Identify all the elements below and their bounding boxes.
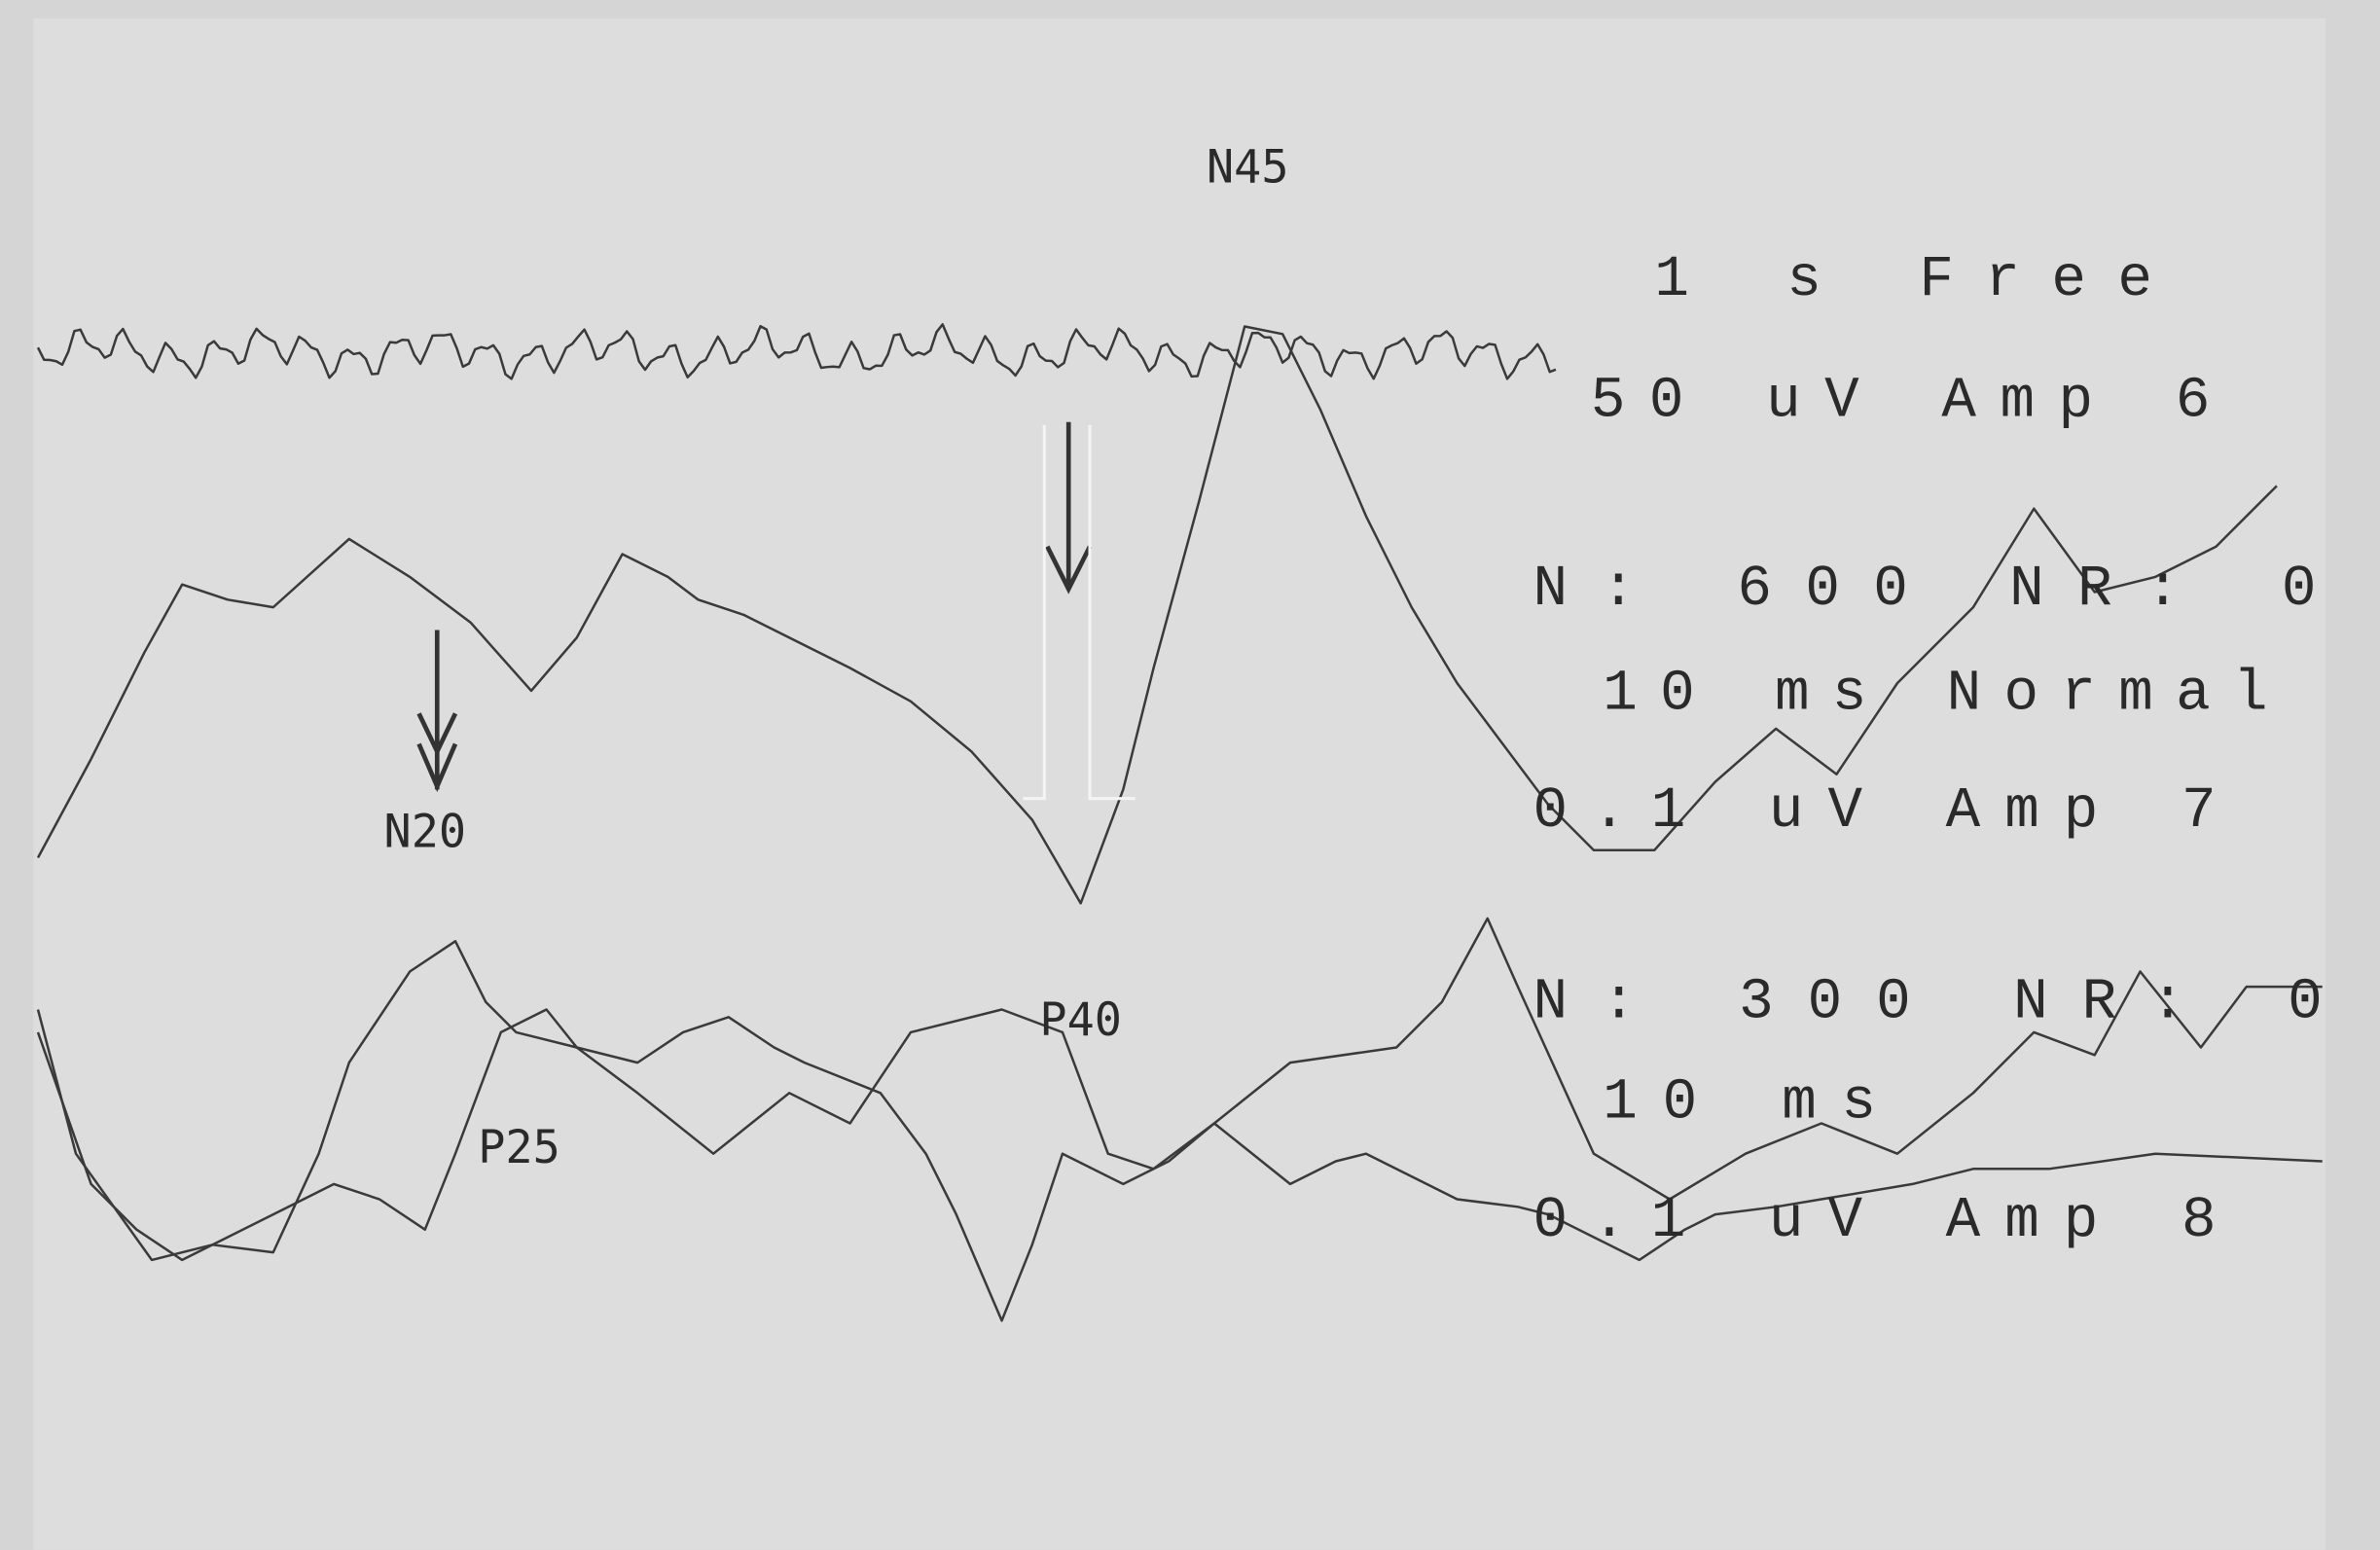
peak-label: P40 (1039, 994, 1122, 1047)
trace-4 (36, 1008, 2323, 1322)
peak-label: N20 (384, 807, 467, 859)
trace-2 (36, 325, 2278, 905)
peak-label: N45 (1207, 141, 1289, 194)
paper (33, 18, 2326, 1550)
arrow-head (416, 712, 458, 757)
arrow-head (1045, 545, 1093, 595)
arrows (416, 421, 1093, 793)
bracket (1023, 424, 1046, 801)
peak-label: P25 (478, 1122, 560, 1174)
arrow-head (416, 742, 458, 793)
baseline-trace (36, 323, 1557, 380)
bracket (1088, 424, 1136, 801)
setting-line: 50 uV Amp 6 (1591, 369, 2210, 434)
trace-3 (36, 917, 2323, 1262)
marker-brackets (1023, 424, 1136, 801)
